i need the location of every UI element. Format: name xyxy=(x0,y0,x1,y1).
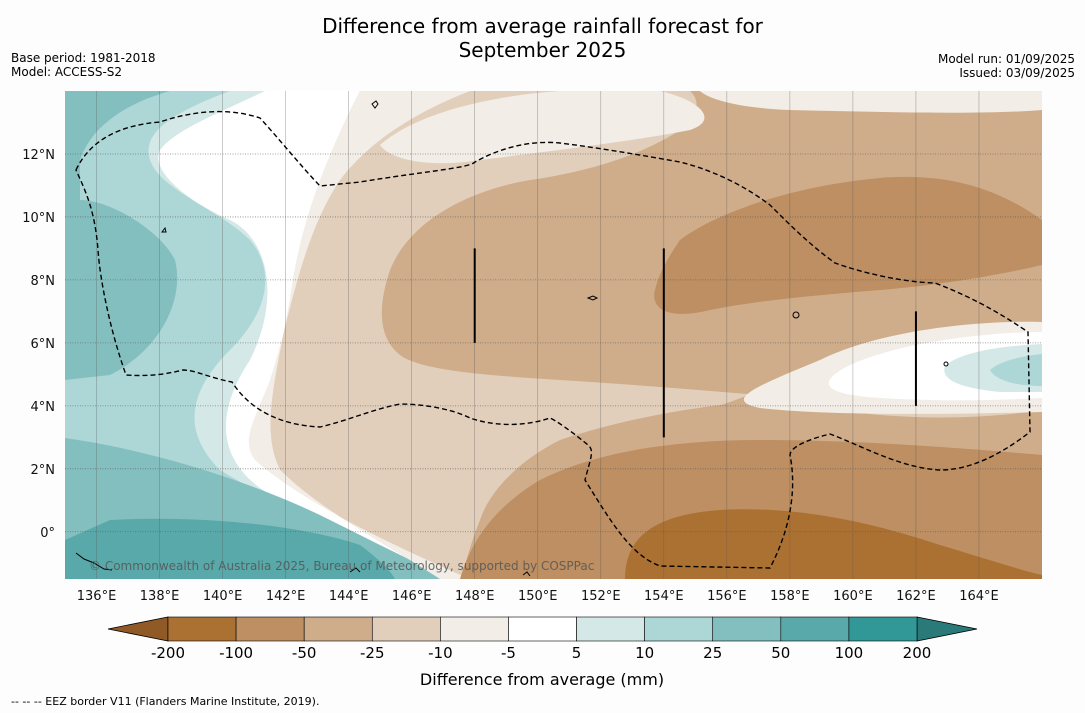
colorbar-swatch xyxy=(712,616,782,642)
colorbar-tick-label: -10 xyxy=(428,644,453,662)
colorbar-tick-label: -100 xyxy=(219,644,253,662)
longitude-tick-label: 160°E xyxy=(833,589,873,604)
timezone-lines xyxy=(473,248,917,438)
colorbar-tick-label: 25 xyxy=(703,644,722,662)
latitude-tick-label: 4°N xyxy=(31,400,56,415)
longitude-tick-label: 150°E xyxy=(518,589,558,604)
issued-date: Issued: 03/09/2025 xyxy=(959,66,1075,80)
island-outline xyxy=(371,100,379,109)
colorbar-swatch xyxy=(576,616,645,642)
colorbar-tick-label: -25 xyxy=(360,644,385,662)
colorbar-tick-label: 10 xyxy=(635,644,654,662)
title-line-2: September 2025 xyxy=(458,38,627,62)
colorbar-swatch xyxy=(644,616,714,642)
longitude-tick-label: 156°E xyxy=(707,589,747,604)
title-line-1: Difference from average rainfall forecas… xyxy=(322,14,763,38)
colorbar-tick-label: 50 xyxy=(771,644,790,662)
contour-positive-50 xyxy=(65,91,178,380)
eez-footnote: -- -- -- EEZ border V11 (Flanders Marine… xyxy=(11,695,320,708)
colorbar-under-arrow xyxy=(107,616,169,642)
model-name: Model: ACCESS-S2 xyxy=(11,65,123,79)
longitude-tick-label: 144°E xyxy=(329,589,369,604)
longitude-labels: 136°E 138°E 140°E 142°E 144°E 146°E 148°E 150°E… xyxy=(77,589,999,604)
colorbar-swatch xyxy=(235,616,305,642)
longitude-tick-label: 140°E xyxy=(203,589,243,604)
colorbar-swatch xyxy=(371,616,441,642)
contour-north-light xyxy=(380,91,705,164)
colorbar-tick-label: -50 xyxy=(292,644,317,662)
colorbar-tick-label: 200 xyxy=(903,644,932,662)
colorbar-tick-label: -5 xyxy=(501,644,516,662)
longitude-tick-label: 152°E xyxy=(581,589,621,604)
colorbar-swatch xyxy=(303,616,373,642)
eez-border xyxy=(75,110,1031,569)
longitude-tick-label: 136°E xyxy=(77,589,117,604)
latitude-tick-label: 8°N xyxy=(31,274,56,289)
latitude-tick-label: 10°N xyxy=(22,211,55,226)
latitude-tick-label: 0° xyxy=(40,526,55,541)
island-outline xyxy=(943,361,949,367)
longitude-tick-label: 158°E xyxy=(770,589,810,604)
grid-lines xyxy=(65,91,1042,579)
latitude-tick-label: 12°N xyxy=(22,148,55,163)
base-period: Base period: 1981-2018 xyxy=(11,51,156,65)
model-run: Model run: 01/09/2025 xyxy=(937,52,1075,66)
colorbar-swatch xyxy=(508,616,577,642)
island-outline xyxy=(586,295,599,301)
colorbar-title: Difference from average (mm) xyxy=(420,670,664,689)
colorbar-swatch xyxy=(848,616,918,642)
meta-left: Base period: 1981-2018 Model: ACCESS-S2 xyxy=(11,51,156,79)
latitude-tick-label: 6°N xyxy=(31,337,56,352)
meta-right: Model run: 01/09/2025 Issued: 03/09/2025 xyxy=(938,52,1075,80)
colorbar-over-arrow xyxy=(916,616,978,642)
island-markers xyxy=(75,100,949,577)
longitude-tick-label: 148°E xyxy=(455,589,495,604)
island-outline xyxy=(349,567,361,573)
island-outline xyxy=(522,571,531,577)
contour-neg200-lower xyxy=(625,509,1042,579)
latitude-tick-label: 2°N xyxy=(31,463,56,478)
latitude-labels: 0° 2°N 4°N 6°N 8°N 10°N 12°N xyxy=(22,148,55,541)
colorbar: -200 -100 -50 -25 -10 -5 5 10 25 50 100 200 xyxy=(107,616,978,662)
island-outline xyxy=(792,311,800,319)
copyright-notice: © Commonwealth of Australia 2025, Bureau… xyxy=(89,559,594,573)
longitude-tick-label: 162°E xyxy=(896,589,936,604)
island-outline xyxy=(161,226,167,233)
rainfall-anomaly-map: © Commonwealth of Australia 2025, Bureau… xyxy=(65,91,1042,579)
colorbar-swatch xyxy=(167,616,237,642)
colorbar-tick-label: -200 xyxy=(151,644,185,662)
colorbar-swatch xyxy=(780,616,850,642)
longitude-tick-label: 142°E xyxy=(266,589,306,604)
colorbar-tick-label: 5 xyxy=(572,644,582,662)
longitude-tick-label: 154°E xyxy=(644,589,684,604)
map-title: Difference from average rainfall forecas… xyxy=(0,14,1085,62)
colorbar-swatch xyxy=(440,616,509,642)
contour-positive-100 xyxy=(65,518,395,579)
colorbar-tick-label: 100 xyxy=(835,644,864,662)
contour-north-east-light xyxy=(700,91,1042,113)
contour-east-positive-25 xyxy=(990,354,1042,386)
island-outline xyxy=(75,552,113,571)
longitude-tick-label: 138°E xyxy=(140,589,180,604)
longitude-tick-label: 146°E xyxy=(392,589,432,604)
longitude-tick-label: 164°E xyxy=(959,589,999,604)
